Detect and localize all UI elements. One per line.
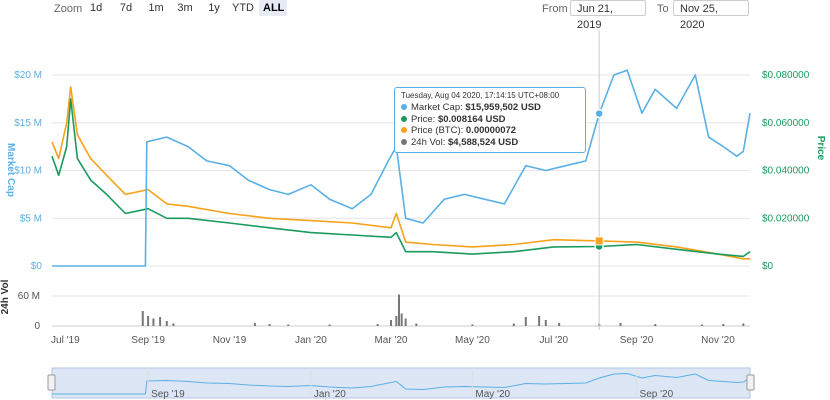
- right-axis-tick-label: $0.040000: [762, 166, 810, 177]
- left-axis-tick-label: $0: [31, 261, 43, 272]
- volume-bar: [253, 323, 256, 326]
- tooltip-date: Tuesday, Aug 04 2020, 17:14:15 UTC+08:00: [401, 91, 560, 100]
- volume-bar: [654, 324, 657, 326]
- x-axis-tick-label: Nov '19: [213, 335, 247, 346]
- zoom-1d-button[interactable]: 1d: [90, 2, 103, 14]
- volume-bar: [397, 294, 400, 326]
- toolbar: Zoom 1d 7d 1m 3m 1y YTD ALL From Jun 21,…: [0, 0, 830, 31]
- volume-bar: [287, 324, 290, 326]
- volume-axis-title: 24h Vol: [0, 279, 11, 314]
- navigator-series-line: [52, 372, 751, 395]
- x-axis-tick-label: Jul '20: [540, 335, 569, 346]
- volume-bar: [159, 317, 162, 326]
- market-cap-marker: [594, 108, 604, 119]
- zoom-7d-button[interactable]: 7d: [119, 2, 133, 14]
- tooltip-market-cap: Market Cap: $15,959,502 USD: [401, 102, 579, 114]
- x-axis-tick-label: May '20: [455, 335, 490, 346]
- navigator-tick-label: Jan '20: [314, 389, 346, 400]
- right-axis-tick-label: $0.020000: [762, 213, 810, 224]
- right-axis-tick-label: $0.080000: [762, 70, 810, 81]
- market-cap-line: [52, 69, 751, 267]
- x-axis-tick-label: Nov '20: [701, 335, 735, 346]
- right-axis-tick-label: $0: [762, 261, 774, 272]
- volume-bar: [404, 318, 407, 326]
- volume-bar: [558, 323, 561, 326]
- right-axis-title: Price: [815, 136, 826, 161]
- navigator-right-handle: [746, 374, 755, 391]
- navigator-tick-label: Sep '20: [640, 389, 674, 400]
- zoom-all-button[interactable]: ALL: [259, 0, 287, 16]
- volume-bar: [268, 324, 271, 326]
- volume-axis-tick-label: 60 M: [18, 291, 40, 302]
- price-btc-dot-icon: [401, 127, 407, 134]
- tooltip-price-btc: Price (BTC): 0.00000072: [401, 125, 579, 137]
- chart-tooltip: Tuesday, Aug 04 2020, 17:14:15 UTC+08:00…: [394, 87, 586, 153]
- volume-bar: [512, 323, 515, 326]
- zoom-ytd-button[interactable]: YTD: [232, 2, 254, 14]
- left-axis-title: Market Cap: [5, 143, 16, 197]
- zoom-1m-button[interactable]: 1m: [148, 2, 164, 14]
- price-line: [51, 98, 751, 258]
- navigator-tick-label: May '20: [475, 389, 510, 400]
- volume-bar: [700, 324, 703, 326]
- from-label: From: [542, 3, 568, 15]
- zoom-1y-button[interactable]: 1y: [208, 2, 220, 14]
- to-date-input[interactable]: Nov 25, 2020: [673, 0, 749, 31]
- tooltip-volume: 24h Vol: $4,588,524 USD: [401, 137, 579, 149]
- volume-bar: [471, 324, 474, 326]
- volume-bar: [328, 324, 331, 326]
- zoom-label: Zoom: [54, 3, 83, 15]
- navigator-window: [51, 367, 751, 399]
- from-date-input[interactable]: Jun 21, 2019: [570, 0, 646, 31]
- volume-bar: [141, 311, 144, 326]
- volume-bar: [165, 321, 168, 326]
- volume-bar: [395, 316, 398, 326]
- volume-bar: [152, 318, 155, 326]
- left-axis-tick-label: $10 M: [14, 166, 42, 177]
- x-axis-tick-label: Sep '19: [131, 335, 165, 346]
- volume-bar: [400, 313, 403, 326]
- volume-bar: [544, 320, 547, 326]
- volume-bar: [376, 324, 379, 326]
- x-axis-tick-label: Mar '20: [374, 335, 407, 346]
- tooltip-price: Price: $0.008164 USD: [401, 114, 579, 126]
- volume-bar: [147, 316, 150, 326]
- navigator-left-handle: [47, 374, 56, 391]
- volume-bar: [742, 323, 745, 326]
- left-axis-tick-label: $20 M: [14, 70, 42, 81]
- left-axis-tick-label: $5 M: [20, 213, 42, 224]
- zoom-3m-button[interactable]: 3m: [177, 2, 193, 14]
- volume-bar: [524, 317, 527, 326]
- x-axis-tick-label: Sep '20: [620, 335, 654, 346]
- price-dot-icon: [401, 115, 407, 122]
- to-label: To: [657, 3, 669, 15]
- price-btc-line: [51, 86, 750, 260]
- volume-bar: [722, 324, 725, 326]
- navigator-tick-label: Sep '19: [151, 389, 185, 400]
- volume-axis-tick-label: 0: [34, 321, 40, 332]
- volume-bar: [389, 320, 392, 326]
- x-axis-tick-label: Jan '20: [295, 335, 327, 346]
- market-cap-dot-icon: [401, 104, 407, 111]
- left-axis-tick-label: $15 M: [14, 118, 42, 129]
- volume-bar: [538, 316, 541, 326]
- volume-bar: [415, 323, 418, 326]
- price-btc-marker: [594, 236, 604, 246]
- volume-dot-icon: [401, 138, 407, 145]
- volume-bar: [172, 323, 175, 326]
- x-axis-tick-label: Jul '19: [51, 335, 80, 346]
- volume-bar: [619, 323, 622, 326]
- right-axis-tick-label: $0.060000: [762, 118, 810, 129]
